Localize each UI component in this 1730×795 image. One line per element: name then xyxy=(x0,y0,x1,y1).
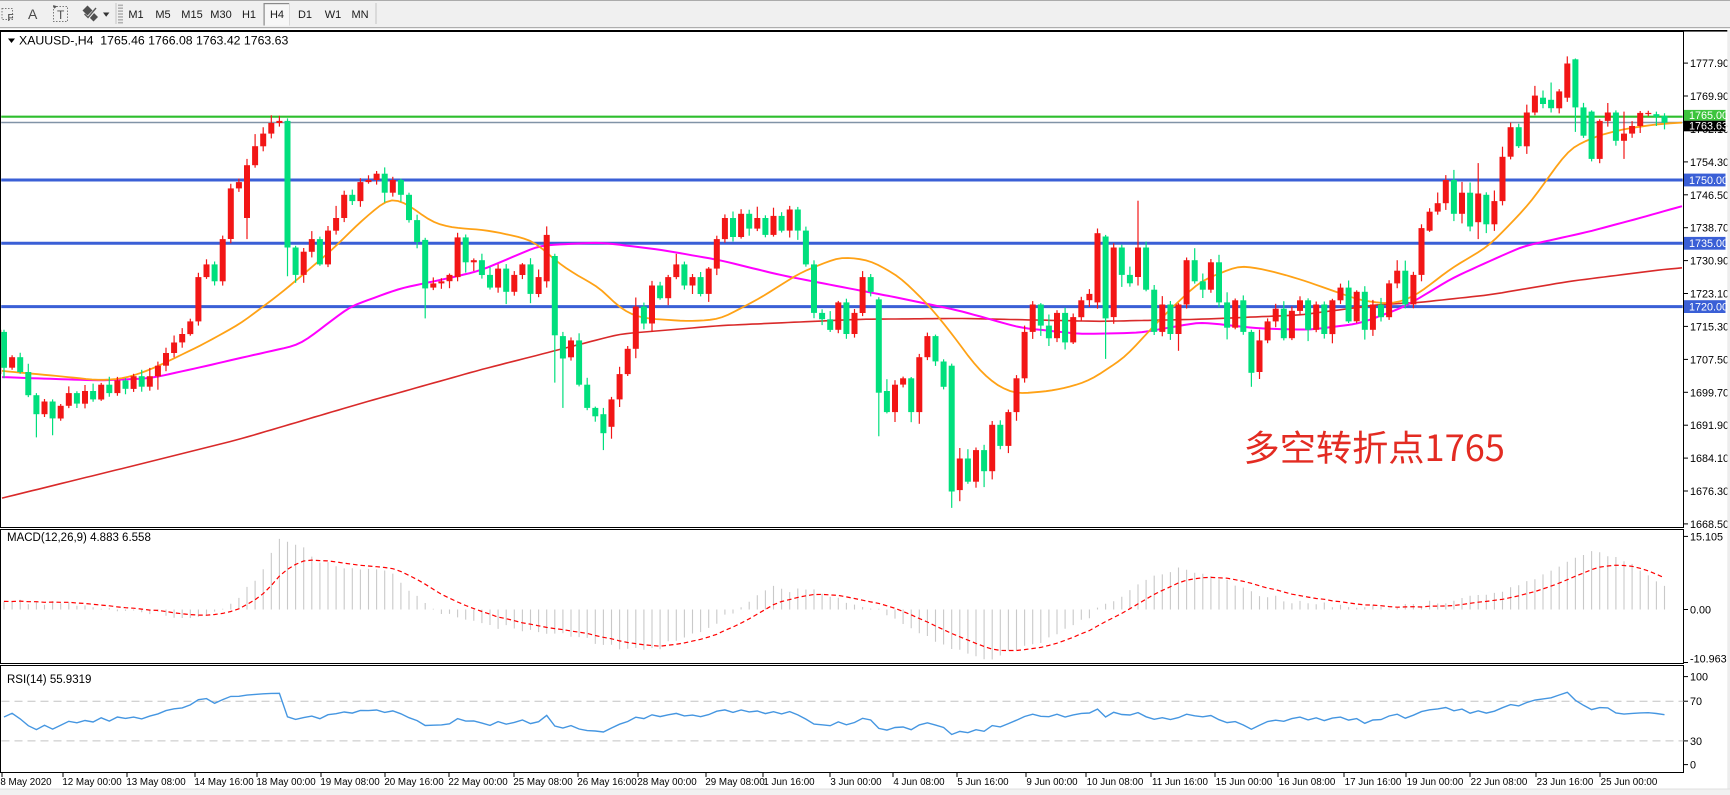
svg-text:1777.90: 1777.90 xyxy=(1690,58,1729,70)
svg-text:1723.10: 1723.10 xyxy=(1690,289,1729,301)
svg-text:22 May 00:00: 22 May 00:00 xyxy=(448,777,508,788)
svg-text:13 May 08:00: 13 May 08:00 xyxy=(126,777,186,788)
svg-text:1 Jun 16:00: 1 Jun 16:00 xyxy=(763,777,815,788)
svg-text:1735.00: 1735.00 xyxy=(1689,238,1728,250)
svg-text:H1: H1 xyxy=(242,9,256,21)
svg-text:T: T xyxy=(57,8,65,22)
svg-text:1699.70: 1699.70 xyxy=(1690,387,1729,399)
svg-text:10 Jun 08:00: 10 Jun 08:00 xyxy=(1087,777,1144,788)
svg-text:-10.963: -10.963 xyxy=(1690,654,1727,666)
svg-text:25 May 08:00: 25 May 08:00 xyxy=(513,777,573,788)
svg-text:1691.90: 1691.90 xyxy=(1690,420,1729,432)
svg-text:M15: M15 xyxy=(181,9,202,21)
svg-text:1765.00: 1765.00 xyxy=(1689,110,1728,122)
svg-text:1720.00: 1720.00 xyxy=(1689,301,1728,313)
svg-text:1730.90: 1730.90 xyxy=(1690,256,1729,268)
svg-text:26 May 16:00: 26 May 16:00 xyxy=(577,777,637,788)
svg-text:100: 100 xyxy=(1690,672,1708,684)
svg-text:8 May 2020: 8 May 2020 xyxy=(0,777,52,788)
svg-text:0: 0 xyxy=(1690,760,1696,772)
svg-text:12 May 00:00: 12 May 00:00 xyxy=(62,777,122,788)
svg-text:28 May 00:00: 28 May 00:00 xyxy=(637,777,697,788)
svg-text:1668.50: 1668.50 xyxy=(1690,519,1729,531)
svg-text:5 Jun 16:00: 5 Jun 16:00 xyxy=(957,777,1009,788)
svg-text:0.00: 0.00 xyxy=(1690,605,1711,617)
svg-text:25 Jun 00:00: 25 Jun 00:00 xyxy=(1601,777,1658,788)
svg-text:15 Jun 00:00: 15 Jun 00:00 xyxy=(1216,777,1273,788)
svg-text:1746.50: 1746.50 xyxy=(1690,190,1729,202)
svg-text:1738.70: 1738.70 xyxy=(1690,223,1729,235)
svg-text:3 Jun 00:00: 3 Jun 00:00 xyxy=(830,777,882,788)
svg-text:17 Jun 16:00: 17 Jun 16:00 xyxy=(1345,777,1402,788)
svg-text:1763.63: 1763.63 xyxy=(1689,121,1728,133)
svg-text:1750.00: 1750.00 xyxy=(1689,175,1728,187)
svg-text:30: 30 xyxy=(1690,736,1702,748)
svg-text:19 May 08:00: 19 May 08:00 xyxy=(320,777,380,788)
svg-text:A: A xyxy=(28,6,38,22)
svg-text:D1: D1 xyxy=(298,9,312,21)
svg-text:16 Jun 08:00: 16 Jun 08:00 xyxy=(1279,777,1336,788)
svg-text:9 Jun 00:00: 9 Jun 00:00 xyxy=(1026,777,1078,788)
svg-text:14 May 16:00: 14 May 16:00 xyxy=(194,777,254,788)
svg-text:23 Jun 16:00: 23 Jun 16:00 xyxy=(1537,777,1594,788)
svg-text:MACD(12,26,9) 4.883 6.558: MACD(12,26,9) 4.883 6.558 xyxy=(7,532,151,544)
svg-text:XAUUSD-,H4 1765.46 1766.08 17: XAUUSD-,H4 1765.46 1766.08 1763.42 1763.… xyxy=(19,34,289,48)
svg-text:29 May 08:00: 29 May 08:00 xyxy=(705,777,765,788)
svg-text:1715.30: 1715.30 xyxy=(1690,321,1729,333)
svg-text:4 Jun 08:00: 4 Jun 08:00 xyxy=(893,777,945,788)
svg-text:70: 70 xyxy=(1690,696,1702,708)
svg-text:22 Jun 08:00: 22 Jun 08:00 xyxy=(1471,777,1528,788)
svg-text:M1: M1 xyxy=(128,9,143,21)
svg-text:H4: H4 xyxy=(270,9,284,21)
svg-text:RSI(14) 55.9319: RSI(14) 55.9319 xyxy=(7,674,91,686)
svg-text:19 Jun 00:00: 19 Jun 00:00 xyxy=(1407,777,1464,788)
svg-text:1684.10: 1684.10 xyxy=(1690,453,1729,465)
svg-text:20 May 16:00: 20 May 16:00 xyxy=(384,777,444,788)
svg-text:1769.90: 1769.90 xyxy=(1690,91,1729,103)
svg-text:15.105: 15.105 xyxy=(1690,531,1723,543)
svg-text:1707.50: 1707.50 xyxy=(1690,354,1729,366)
svg-text:18 May 00:00: 18 May 00:00 xyxy=(256,777,316,788)
svg-text:M30: M30 xyxy=(210,9,231,21)
svg-text:W1: W1 xyxy=(325,9,342,21)
svg-text:M5: M5 xyxy=(155,9,170,21)
svg-text:F: F xyxy=(8,13,14,24)
svg-text:1754.30: 1754.30 xyxy=(1690,157,1729,169)
svg-text:11 Jun 16:00: 11 Jun 16:00 xyxy=(1152,777,1208,788)
svg-text:MN: MN xyxy=(351,9,368,21)
svg-text:1676.30: 1676.30 xyxy=(1690,486,1729,498)
